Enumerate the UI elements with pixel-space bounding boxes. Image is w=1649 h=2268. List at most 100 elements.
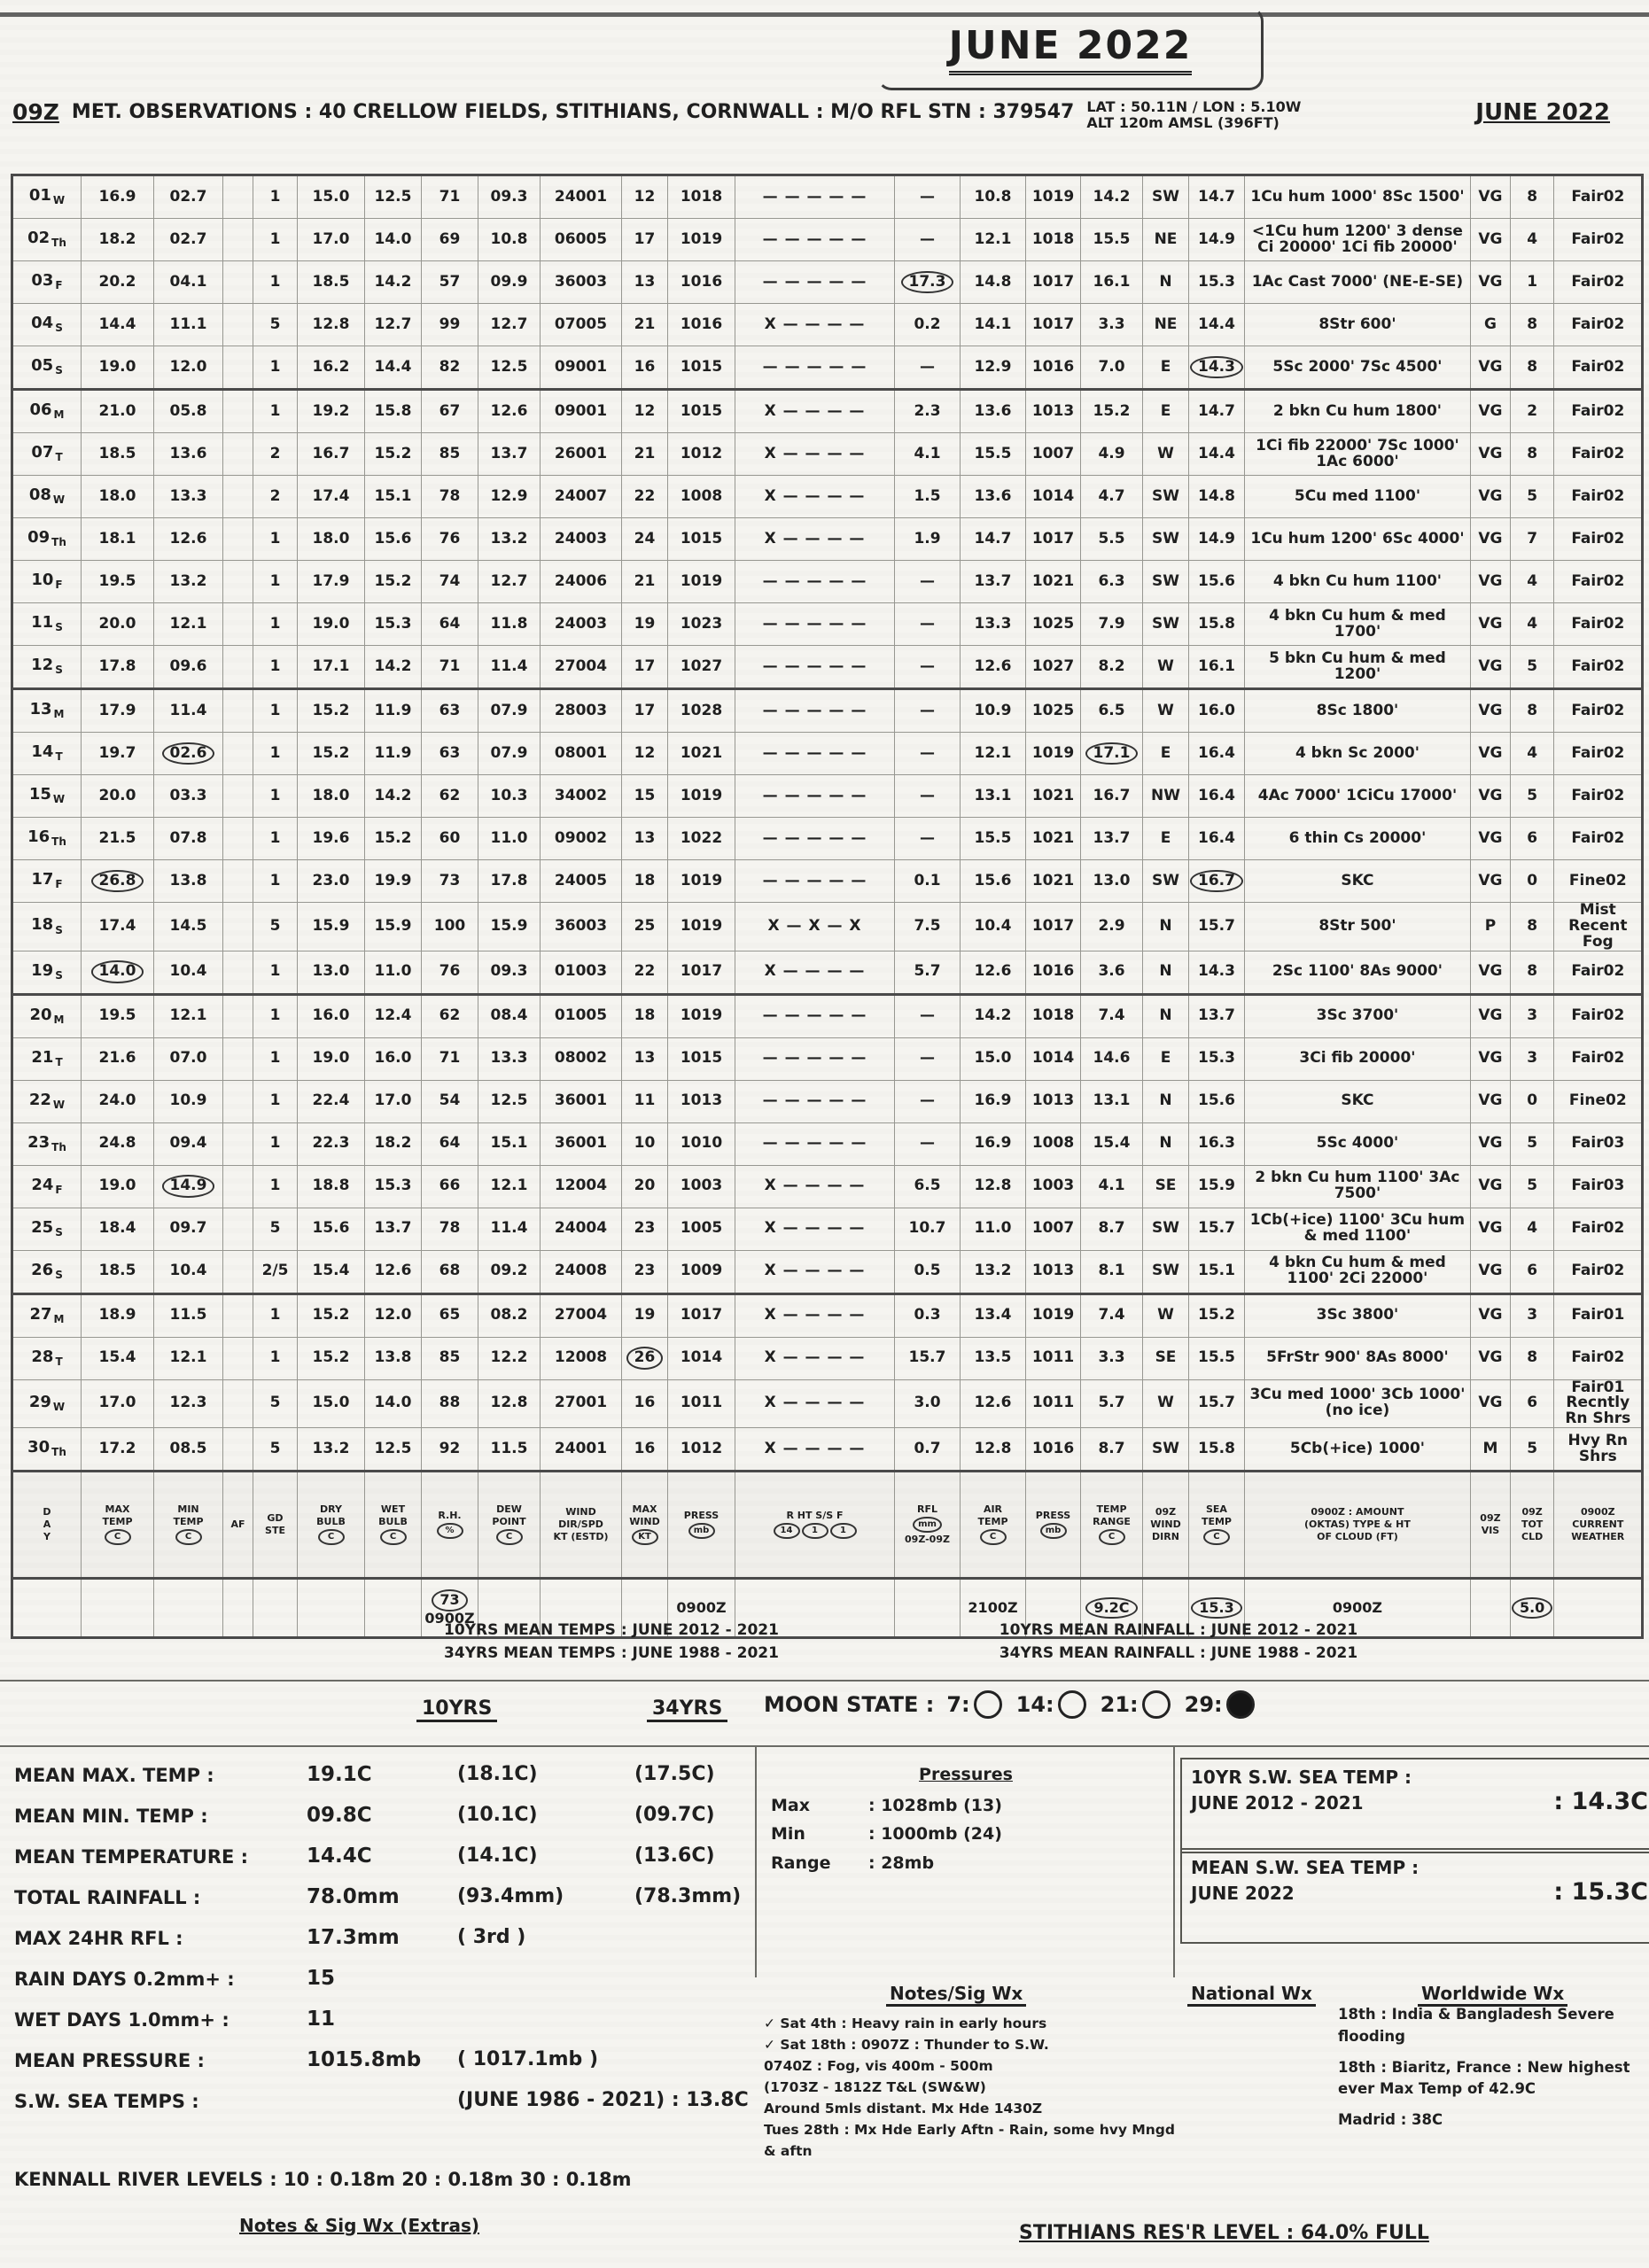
table-cell: E: [1142, 1037, 1189, 1081]
table-cell: 15.2: [364, 560, 422, 603]
moon-circle-icon: [1141, 1690, 1171, 1719]
table-cell: 1: [253, 1122, 298, 1166]
table-cell: 6: [1509, 1249, 1555, 1295]
table-cell: 57: [421, 260, 478, 304]
column-header: 09Z TOT CLD: [1509, 1470, 1555, 1580]
table-cell: 1016: [1025, 950, 1081, 996]
table-cell: 17.1: [297, 645, 365, 690]
table-cell: 1027: [667, 645, 735, 690]
table-cell: 1017: [1025, 517, 1081, 561]
table-cell: 1: [253, 1293, 298, 1338]
table-cell: 11.5: [153, 1293, 223, 1338]
table-cell: VG: [1469, 732, 1511, 775]
column-header: R.H.%: [421, 1470, 478, 1580]
table-cell: 15.2: [364, 817, 422, 860]
table-cell: [222, 260, 253, 304]
table-cell: 18.5: [81, 1249, 154, 1295]
table-cell: [222, 1037, 253, 1081]
column-header: WIND DIR/SPD KT (ESTD): [540, 1470, 622, 1580]
table-cell: 1019: [1025, 175, 1081, 219]
table-cell: —: [894, 175, 961, 219]
table-cell: SW: [1142, 175, 1189, 219]
stat-row: S.W. SEA TEMPS : (JUNE 1986 - 2021) : 13.…: [14, 2084, 755, 2124]
table-cell: 1027: [1025, 645, 1081, 690]
table-cell: 1019: [667, 218, 735, 261]
table-cell: 13.3: [478, 1037, 541, 1081]
table-cell: 12008: [540, 1336, 622, 1380]
table-cell: 16.7: [1188, 859, 1245, 903]
table-cell: 15.8: [364, 389, 422, 433]
table-cell: [222, 1164, 253, 1208]
divider-vertical-right: [1173, 1747, 1175, 1977]
table-cell: 5: [1509, 475, 1555, 518]
table-cell: 14.8: [960, 260, 1026, 304]
table-cell: 4: [1509, 602, 1555, 646]
table-cell: 09.2: [478, 1249, 541, 1295]
table-cell: 5.5: [1080, 517, 1143, 561]
table-cell: 22.4: [297, 1079, 365, 1123]
table-cell: 13.0: [297, 950, 365, 996]
table-row: 25 S 18.4 09.7 5 15.6 13.7 78 11.4 24004 23 1005 X —…: [12, 1207, 1644, 1251]
table-cell: 8: [1509, 950, 1555, 996]
table-cell: 1021: [667, 732, 735, 775]
stat-v10: ( 1017.1mb ): [457, 2048, 598, 2070]
stat-v10: (18.1C): [457, 1763, 538, 1785]
table-cell: 5: [253, 303, 298, 346]
column-header: 09Z VIS: [1469, 1470, 1511, 1580]
table-row: 23 Th 24.8 09.4 1 22.3 18.2 64 15.1 36001 10 1010— …: [12, 1122, 1644, 1166]
table-cell: —: [894, 1079, 961, 1123]
table-cell: [222, 902, 253, 951]
table-cell: 12.5: [364, 1427, 422, 1472]
table-cell: 36001: [540, 1079, 622, 1123]
table-cell: 3.6: [1080, 950, 1143, 996]
table-cell: 0.5: [894, 1249, 961, 1295]
table-row: 20 M 19.5 12.1 1 16.0 12.4 62 08.4 01005 18 1019— —…: [12, 993, 1644, 1038]
table-cell: 1: [253, 175, 298, 219]
table-cell: 1.5: [894, 475, 961, 518]
table-cell: 67: [421, 389, 478, 433]
table-cell: 8.7: [1080, 1427, 1143, 1472]
table-cell: 11.5: [478, 1427, 541, 1472]
table-cell: — — — — —: [735, 1122, 895, 1166]
table-cell: 20.2: [81, 260, 154, 304]
circled-value: 26: [626, 1347, 664, 1370]
table-cell: 08.4: [478, 993, 541, 1038]
stat-label: MAX 24HR RFL :: [14, 1928, 183, 1949]
table-cell: 13.7: [478, 432, 541, 476]
table-cell: 09.4: [153, 1122, 223, 1166]
table-cell: 15.7: [1188, 902, 1245, 951]
table-cell: 08 W: [12, 475, 82, 518]
circled-value: 17.3: [900, 270, 954, 294]
table-cell: Fair01 Recntly Rn Shrs: [1553, 1379, 1644, 1429]
table-cell: G: [1469, 303, 1511, 346]
table-cell: 14.4: [1188, 432, 1245, 476]
table-cell: 1013: [667, 1079, 735, 1123]
summary-row: 73 0900Z 0900Z 2100Z 9.2C 15.3 0900Z 5.0: [12, 1577, 1644, 1639]
table-cell: 09.3: [478, 950, 541, 996]
table-cell: VG: [1469, 560, 1511, 603]
table-cell: Hvy Rn Shrs: [1553, 1427, 1644, 1472]
table-row: 28 T 15.4 12.1 1 15.2 13.8 85 12.2 12008 26 1014 X —…: [12, 1336, 1644, 1380]
table-row: 27 M 18.9 11.5 1 15.2 12.0 65 08.2 27004 19 1017 X —…: [12, 1293, 1644, 1338]
table-cell: 12.8: [960, 1164, 1026, 1208]
table-cell: 1: [253, 645, 298, 690]
table-cell: 15.9: [297, 902, 365, 951]
sea-temp-mean-box: MEAN S.W. SEA TEMP : JUNE 2022 : 15.3C: [1180, 1848, 1649, 1944]
table-cell: Fair02: [1553, 993, 1644, 1038]
note-item: Tues 28th : Mx Hde Early Aftn - Rain, so…: [764, 2122, 1176, 2160]
table-cell: 1: [253, 346, 298, 391]
table-row: 18 S 17.4 14.5 5 15.9 15.9 100 15.9 36003 25 1019 X …: [12, 902, 1644, 951]
table-cell: 11.4: [478, 645, 541, 690]
table-cell: 17.0: [81, 1379, 154, 1429]
table-cell: 15.6: [297, 1207, 365, 1251]
pressures-box: Pressures Max : 1028mb (13) Min : 1000mb…: [771, 1765, 1161, 1877]
table-cell: 14.0: [364, 218, 422, 261]
column-header: PRESS mb: [667, 1470, 735, 1580]
table-cell: 4.9: [1080, 432, 1143, 476]
worldwide-wx-list: 18th : India & Bangladesh Severe floodin…: [1338, 2004, 1644, 2140]
table-cell: [222, 303, 253, 346]
table-cell: 4.1: [894, 432, 961, 476]
table-cell: 1018: [1025, 218, 1081, 261]
table-cell: 1005: [667, 1207, 735, 1251]
table-cell: 16.4: [1188, 774, 1245, 818]
